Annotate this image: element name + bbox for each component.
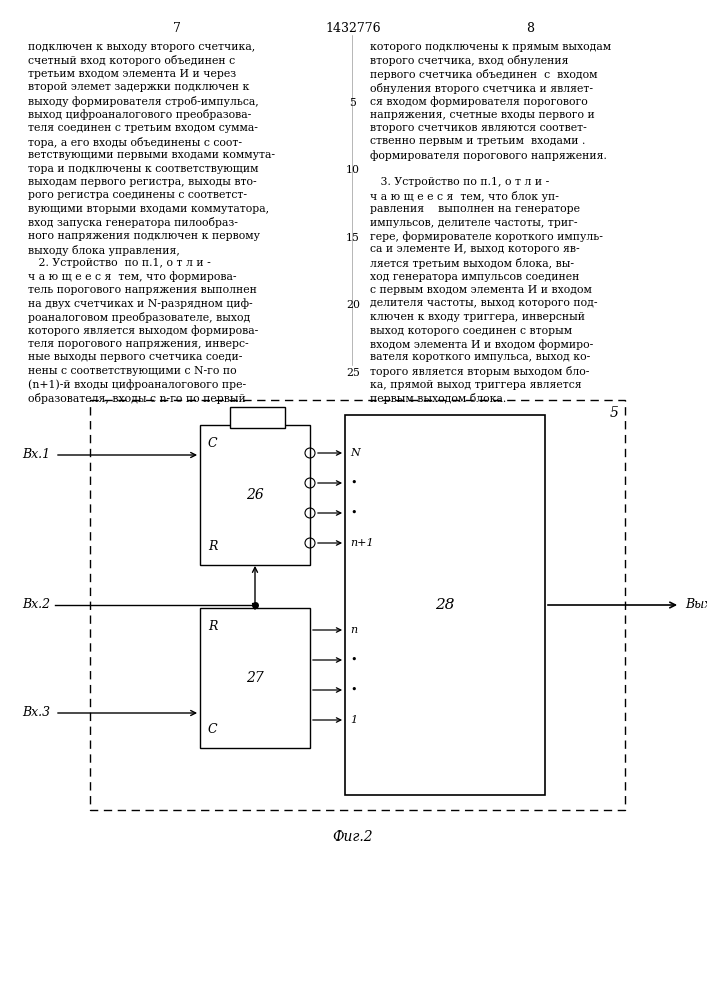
- Text: 1: 1: [350, 715, 357, 725]
- Text: 5: 5: [610, 406, 619, 420]
- Text: нены с соответствующими с N-го по: нены с соответствующими с N-го по: [28, 366, 237, 376]
- Bar: [90, 400, 625, 810]
- Text: роаналоговом преобразователе, выход: роаналоговом преобразователе, выход: [28, 312, 250, 323]
- Text: •: •: [350, 655, 356, 665]
- Text: 27: 27: [246, 671, 264, 685]
- Text: первого счетчика объединен  с  входом: первого счетчика объединен с входом: [370, 69, 597, 80]
- Text: 3. Устройство по п.1, о т л и -: 3. Устройство по п.1, о т л и -: [370, 177, 549, 187]
- Text: обнуления второго счетчика и являет-: обнуления второго счетчика и являет-: [370, 83, 593, 94]
- Text: вующими вторыми входами коммутатора,: вующими вторыми входами коммутатора,: [28, 204, 269, 214]
- Text: вход запуска генератора пилообраз-: вход запуска генератора пилообраз-: [28, 218, 238, 229]
- Text: тель порогового напряжения выполнен: тель порогового напряжения выполнен: [28, 285, 257, 295]
- Text: гере, формирователе короткого импуль-: гере, формирователе короткого импуль-: [370, 231, 603, 242]
- Text: •: •: [350, 508, 356, 518]
- Text: ственно первым и третьим  входами .: ственно первым и третьим входами .: [370, 136, 585, 146]
- Text: n+1: n+1: [350, 538, 373, 548]
- Text: ч а ю щ е е с я  тем, что блок уп-: ч а ю щ е е с я тем, что блок уп-: [370, 190, 559, 202]
- Text: ные выходы первого счетчика соеди-: ные выходы первого счетчика соеди-: [28, 353, 243, 362]
- Text: R: R: [208, 620, 217, 633]
- Text: Вх.1: Вх.1: [22, 448, 50, 462]
- Text: вателя короткого импульса, выход ко-: вателя короткого импульса, выход ко-: [370, 353, 590, 362]
- Text: са и элементе И, выход которого яв-: са и элементе И, выход которого яв-: [370, 244, 580, 254]
- Text: (n+1)-й входы цифроаналогового пре-: (n+1)-й входы цифроаналогового пре-: [28, 379, 246, 390]
- Text: ход генератора импульсов соединен: ход генератора импульсов соединен: [370, 271, 579, 282]
- Text: второго счетчика, вход обнуления: второго счетчика, вход обнуления: [370, 55, 568, 66]
- Text: напряжения, счетные входы первого и: напряжения, счетные входы первого и: [370, 109, 595, 119]
- Text: равления    выполнен на генераторе: равления выполнен на генераторе: [370, 204, 580, 214]
- Text: выход цифроаналогового преобразова-: выход цифроаналогового преобразова-: [28, 109, 251, 120]
- Text: Вых.: Вых.: [685, 598, 707, 611]
- Text: формирователя порогового напряжения.: формирователя порогового напряжения.: [370, 150, 607, 161]
- Text: теля порогового напряжения, инверс-: теля порогового напряжения, инверс-: [28, 339, 249, 349]
- Bar: [200, 608, 310, 748]
- Text: •: •: [350, 685, 356, 695]
- Text: ветствующими первыми входами коммута-: ветствующими первыми входами коммута-: [28, 150, 275, 160]
- Text: третьим входом элемента И и через: третьим входом элемента И и через: [28, 69, 236, 79]
- Text: образователя, входы с n-го по первый: образователя, входы с n-го по первый: [28, 393, 246, 404]
- Text: 10: 10: [346, 165, 360, 175]
- Text: 7: 7: [173, 22, 181, 35]
- Text: C: C: [208, 437, 218, 450]
- Text: •: •: [350, 478, 356, 488]
- Text: счетный вход которого объединен с: счетный вход которого объединен с: [28, 55, 235, 66]
- Text: с первым входом элемента И и входом: с первым входом элемента И и входом: [370, 285, 592, 295]
- Text: Вх.3: Вх.3: [22, 706, 50, 720]
- Text: второго счетчиков являются соответ-: второго счетчиков являются соответ-: [370, 123, 587, 133]
- Text: R: R: [208, 540, 217, 553]
- Text: N: N: [350, 448, 360, 458]
- Text: Фиг.2: Фиг.2: [333, 830, 373, 844]
- Text: ч а ю щ е е с я  тем, что формирова-: ч а ю щ е е с я тем, что формирова-: [28, 271, 237, 282]
- Bar: [230, 407, 285, 428]
- Text: которого является выходом формирова-: которого является выходом формирова-: [28, 326, 258, 336]
- Text: которого подключены к прямым выходам: которого подключены к прямым выходам: [370, 42, 611, 52]
- Text: 26: 26: [246, 488, 264, 502]
- Text: тора, а его входы объединены с соот-: тора, а его входы объединены с соот-: [28, 136, 242, 147]
- Text: 5: 5: [349, 98, 356, 108]
- Text: 1432776: 1432776: [325, 22, 381, 35]
- Text: Вх.2: Вх.2: [22, 598, 50, 611]
- Text: 28: 28: [436, 598, 455, 612]
- Bar: [200, 425, 310, 565]
- Text: C: C: [208, 723, 218, 736]
- Text: 15: 15: [346, 233, 360, 243]
- Text: подключен к выходу второго счетчика,: подключен к выходу второго счетчика,: [28, 42, 255, 52]
- Text: выходу блока управления,: выходу блока управления,: [28, 244, 180, 255]
- Bar: [345, 415, 545, 795]
- Text: n: n: [350, 625, 357, 635]
- Text: ключен к входу триггера, инверсный: ключен к входу триггера, инверсный: [370, 312, 585, 322]
- Text: первым выходом блока.: первым выходом блока.: [370, 393, 506, 404]
- Text: ного напряжения подключен к первому: ного напряжения подключен к первому: [28, 231, 260, 241]
- Text: тора и подключены к соответствующим: тора и подключены к соответствующим: [28, 163, 259, 174]
- Text: выходам первого регистра, выходы вто-: выходам первого регистра, выходы вто-: [28, 177, 257, 187]
- Text: теля соединен с третьим входом сумма-: теля соединен с третьим входом сумма-: [28, 123, 258, 133]
- Text: ся входом формирователя порогового: ся входом формирователя порогового: [370, 96, 588, 107]
- Text: рого регистра соединены с соответст-: рого регистра соединены с соответст-: [28, 190, 247, 200]
- Text: делителя частоты, выход которого под-: делителя частоты, выход которого под-: [370, 298, 597, 308]
- Text: импульсов, делителе частоты, триг-: импульсов, делителе частоты, триг-: [370, 218, 578, 228]
- Text: 8: 8: [526, 22, 534, 35]
- Text: выход которого соединен с вторым: выход которого соединен с вторым: [370, 326, 572, 336]
- Text: 25: 25: [346, 368, 360, 378]
- Text: выходу формирователя строб-импульса,: выходу формирователя строб-импульса,: [28, 96, 259, 107]
- Text: 20: 20: [346, 300, 360, 310]
- Text: входом элемента И и входом формиро-: входом элемента И и входом формиро-: [370, 339, 593, 350]
- Text: 2. Устройство  по п.1, о т л и -: 2. Устройство по п.1, о т л и -: [28, 258, 211, 268]
- Text: второй элемет задержки подключен к: второй элемет задержки подключен к: [28, 83, 250, 93]
- Text: торого является вторым выходом бло-: торого является вторым выходом бло-: [370, 366, 590, 377]
- Text: ляется третьим выходом блока, вы-: ляется третьим выходом блока, вы-: [370, 258, 574, 269]
- Text: на двух счетчиках и N-разрядном циф-: на двух счетчиках и N-разрядном циф-: [28, 298, 252, 309]
- Text: ка, прямой выход триггера является: ка, прямой выход триггера является: [370, 379, 582, 389]
